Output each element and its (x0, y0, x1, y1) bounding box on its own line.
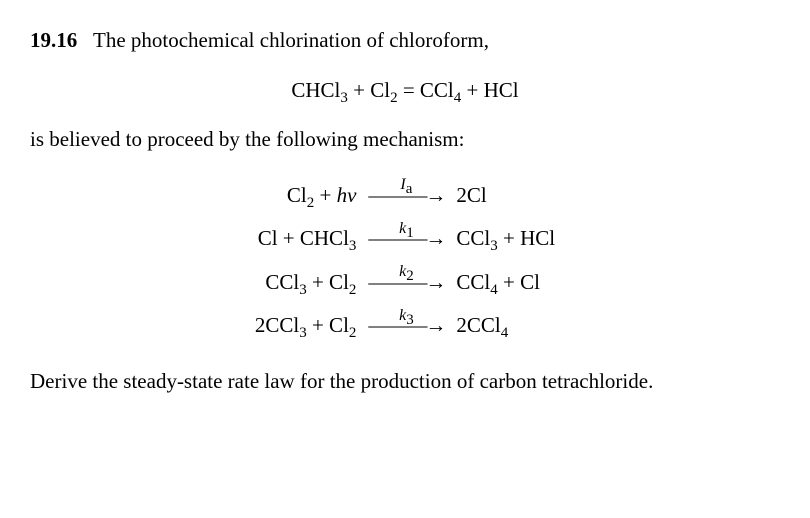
mechanism-step: Cl2 + hν Ia ———→ 2Cl (251, 174, 559, 218)
mech-arrow: k1 ———→ (360, 217, 452, 261)
overall-equation: CHCl3 + Cl2 = CCl4 + HCl (30, 75, 780, 107)
problem-number: 19.16 (30, 28, 77, 52)
mechanism-step: Cl + CHCl3 k1 ———→ CCl3 + HCl (251, 217, 559, 261)
problem-intro: 19.16 The photochemical chlorination of … (30, 25, 780, 57)
mech-right: CCl3 + HCl (452, 217, 559, 261)
rate-label: k1 (368, 217, 444, 241)
mech-arrow: k3 ———→ (360, 304, 452, 348)
mech-left: 2CCl3 + Cl2 (251, 304, 361, 348)
mech-left: CCl3 + Cl2 (251, 261, 361, 305)
mech-left: Cl2 + hν (251, 174, 361, 218)
mech-right: CCl4 + Cl (452, 261, 559, 305)
intro-text: The photochemical chlorination of chloro… (93, 28, 489, 52)
overall-equation-text: CHCl3 + Cl2 = CCl4 + HCl (291, 78, 518, 102)
mechanism-block: Cl2 + hν Ia ———→ 2Cl Cl + CHCl3 k1 ———→ … (251, 174, 559, 348)
mech-left: Cl + CHCl3 (251, 217, 361, 261)
mech-arrow: Ia ———→ (360, 174, 452, 218)
rate-label: k2 (368, 260, 444, 284)
mechanism-step: CCl3 + Cl2 k2 ———→ CCl4 + Cl (251, 261, 559, 305)
mechanism-step: 2CCl3 + Cl2 k3 ———→ 2CCl4 (251, 304, 559, 348)
rate-label: k3 (368, 304, 444, 328)
mech-right: 2CCl4 (452, 304, 559, 348)
mech-arrow: k2 ———→ (360, 261, 452, 305)
mid-text: is believed to proceed by the following … (30, 124, 780, 156)
rate-label: Ia (368, 173, 444, 197)
conclusion-text: Derive the steady-state rate law for the… (30, 366, 780, 398)
mech-right: 2Cl (452, 174, 559, 218)
